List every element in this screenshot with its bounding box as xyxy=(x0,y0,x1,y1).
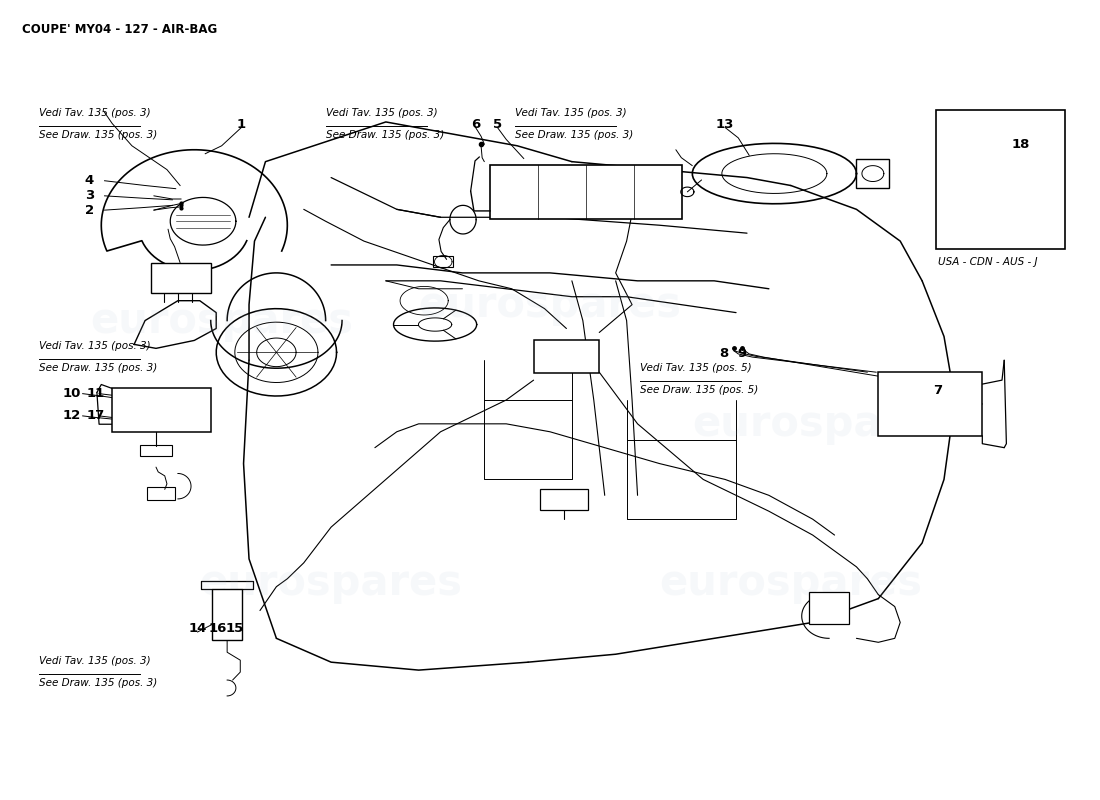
Text: See Draw. 135 (pos. 3): See Draw. 135 (pos. 3) xyxy=(39,130,157,140)
Bar xyxy=(857,159,889,188)
Text: See Draw. 135 (pos. 3): See Draw. 135 (pos. 3) xyxy=(39,363,157,374)
Text: Vedi Tav. 135 (pos. 3): Vedi Tav. 135 (pos. 3) xyxy=(39,656,151,666)
Text: 17: 17 xyxy=(87,410,104,422)
Text: See Draw. 135 (pos. 3): See Draw. 135 (pos. 3) xyxy=(326,130,444,140)
Bar xyxy=(147,487,175,500)
Text: Vedi Tav. 135 (pos. 3): Vedi Tav. 135 (pos. 3) xyxy=(515,108,627,118)
Text: 10: 10 xyxy=(63,387,81,400)
Text: Vedi Tav. 135 (pos. 5): Vedi Tav. 135 (pos. 5) xyxy=(640,362,751,373)
Text: 1: 1 xyxy=(236,118,246,131)
Text: 4: 4 xyxy=(85,174,94,187)
Bar xyxy=(810,592,849,624)
Bar xyxy=(878,372,982,436)
Text: 12: 12 xyxy=(63,410,81,422)
Text: 13: 13 xyxy=(716,118,735,131)
Bar xyxy=(140,445,173,456)
Text: 15: 15 xyxy=(226,622,244,635)
Text: 18: 18 xyxy=(1011,138,1030,150)
Text: eurospares: eurospares xyxy=(659,562,922,604)
Text: 5: 5 xyxy=(493,118,502,131)
Bar xyxy=(112,389,211,432)
Text: 7: 7 xyxy=(933,384,942,397)
Bar xyxy=(151,262,211,293)
Text: See Draw. 135 (pos. 5): See Draw. 135 (pos. 5) xyxy=(640,385,758,395)
Bar xyxy=(936,110,1066,249)
Text: 6: 6 xyxy=(471,118,481,131)
Bar xyxy=(540,489,589,510)
Text: 16: 16 xyxy=(208,622,227,635)
Text: Vedi Tav. 135 (pos. 3): Vedi Tav. 135 (pos. 3) xyxy=(39,342,151,351)
Text: 14: 14 xyxy=(188,622,207,635)
Text: eurospares: eurospares xyxy=(90,299,353,342)
Bar xyxy=(433,256,453,267)
Text: 11: 11 xyxy=(87,387,104,400)
Text: 3: 3 xyxy=(85,190,94,202)
Text: COUPE' MY04 - 127 - AIR-BAG: COUPE' MY04 - 127 - AIR-BAG xyxy=(22,22,218,36)
Text: See Draw. 135 (pos. 3): See Draw. 135 (pos. 3) xyxy=(39,678,157,688)
Text: eurospares: eurospares xyxy=(418,284,682,326)
Bar xyxy=(212,589,242,640)
Text: 8: 8 xyxy=(719,347,728,361)
Text: 2: 2 xyxy=(85,204,94,217)
Text: USA - CDN - AUS - J: USA - CDN - AUS - J xyxy=(938,257,1037,267)
Text: Vedi Tav. 135 (pos. 3): Vedi Tav. 135 (pos. 3) xyxy=(39,108,151,118)
Text: 9: 9 xyxy=(737,347,746,361)
Text: See Draw. 135 (pos. 3): See Draw. 135 (pos. 3) xyxy=(515,130,634,140)
Bar xyxy=(534,340,600,373)
Text: eurospares: eurospares xyxy=(199,562,463,604)
Text: eurospares: eurospares xyxy=(692,403,955,445)
Text: Vedi Tav. 135 (pos. 3): Vedi Tav. 135 (pos. 3) xyxy=(326,108,438,118)
Bar xyxy=(491,165,682,219)
